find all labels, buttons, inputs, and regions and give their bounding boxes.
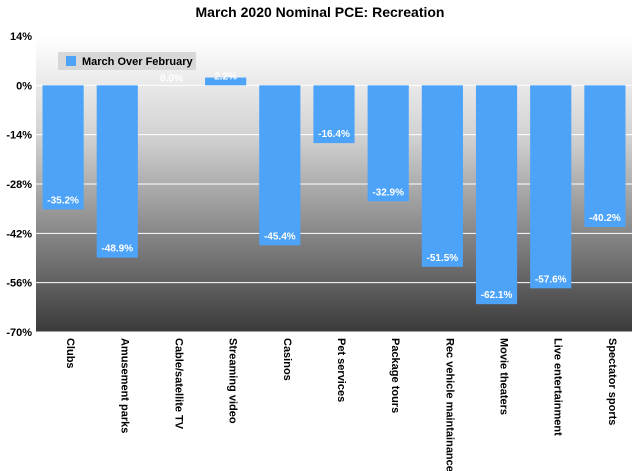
data-label: -48.9% (101, 244, 133, 255)
y-tick-label: -28% (6, 179, 32, 191)
legend-label: March Over February (82, 56, 194, 68)
data-label: -32.9% (372, 187, 404, 198)
x-tick-label: Amusement parks (118, 338, 130, 433)
bar (96, 85, 138, 258)
data-label: 2.2% (214, 72, 237, 83)
bar (530, 85, 572, 289)
bar (42, 85, 84, 210)
data-label: -16.4% (318, 129, 350, 140)
data-label: -45.4% (264, 231, 296, 242)
chart-title: March 2020 Nominal PCE: Recreation (195, 4, 445, 20)
legend-swatch (66, 56, 76, 66)
legend-box (58, 52, 196, 70)
y-tick-label: -56% (6, 278, 32, 290)
x-tick-label: Rec vehicle maintainance (443, 338, 455, 471)
x-tick-label: Movie theaters (498, 338, 510, 415)
y-tick-label: 0% (16, 80, 32, 92)
bar (421, 85, 463, 267)
y-tick-label: -42% (6, 228, 32, 240)
data-label: -35.2% (47, 195, 79, 206)
x-tick-label: Pet services (335, 338, 347, 402)
data-label: -40.2% (589, 213, 621, 224)
bar (313, 85, 355, 144)
x-axis-labels: Clubs Amusement parks Cable/satellite TV St… (64, 338, 618, 471)
x-tick-label: Cable/satellite TV (172, 338, 184, 430)
x-tick-label: Package tours (389, 338, 401, 413)
bar (205, 77, 247, 86)
bar (584, 85, 626, 227)
legend: March Over February (58, 52, 196, 70)
y-tick-label: -14% (6, 130, 32, 142)
y-tick-label: -70% (6, 327, 32, 339)
x-tick-label: Streaming video (227, 338, 239, 424)
bar (259, 85, 301, 246)
data-label: -51.5% (427, 253, 459, 264)
data-label: 0.0% (160, 73, 183, 84)
data-label: -57.6% (535, 274, 567, 285)
data-label: -62.1% (481, 290, 513, 301)
y-axis-ticks: 14% 0% -14% -28% -42% -56% -70% (6, 31, 32, 339)
bar (475, 85, 518, 305)
x-tick-label: Live entertainment (552, 338, 564, 436)
y-tick-label: 14% (10, 31, 32, 43)
bar-series: -35.2% -48.9% 0.0% 2.2% -45.4% -16.4% -32.9% -5… (42, 72, 626, 305)
x-tick-label: Casinos (281, 338, 293, 381)
bar (367, 85, 409, 202)
x-tick-label: Spectator sports (606, 338, 618, 425)
x-tick-label: Clubs (64, 338, 76, 369)
